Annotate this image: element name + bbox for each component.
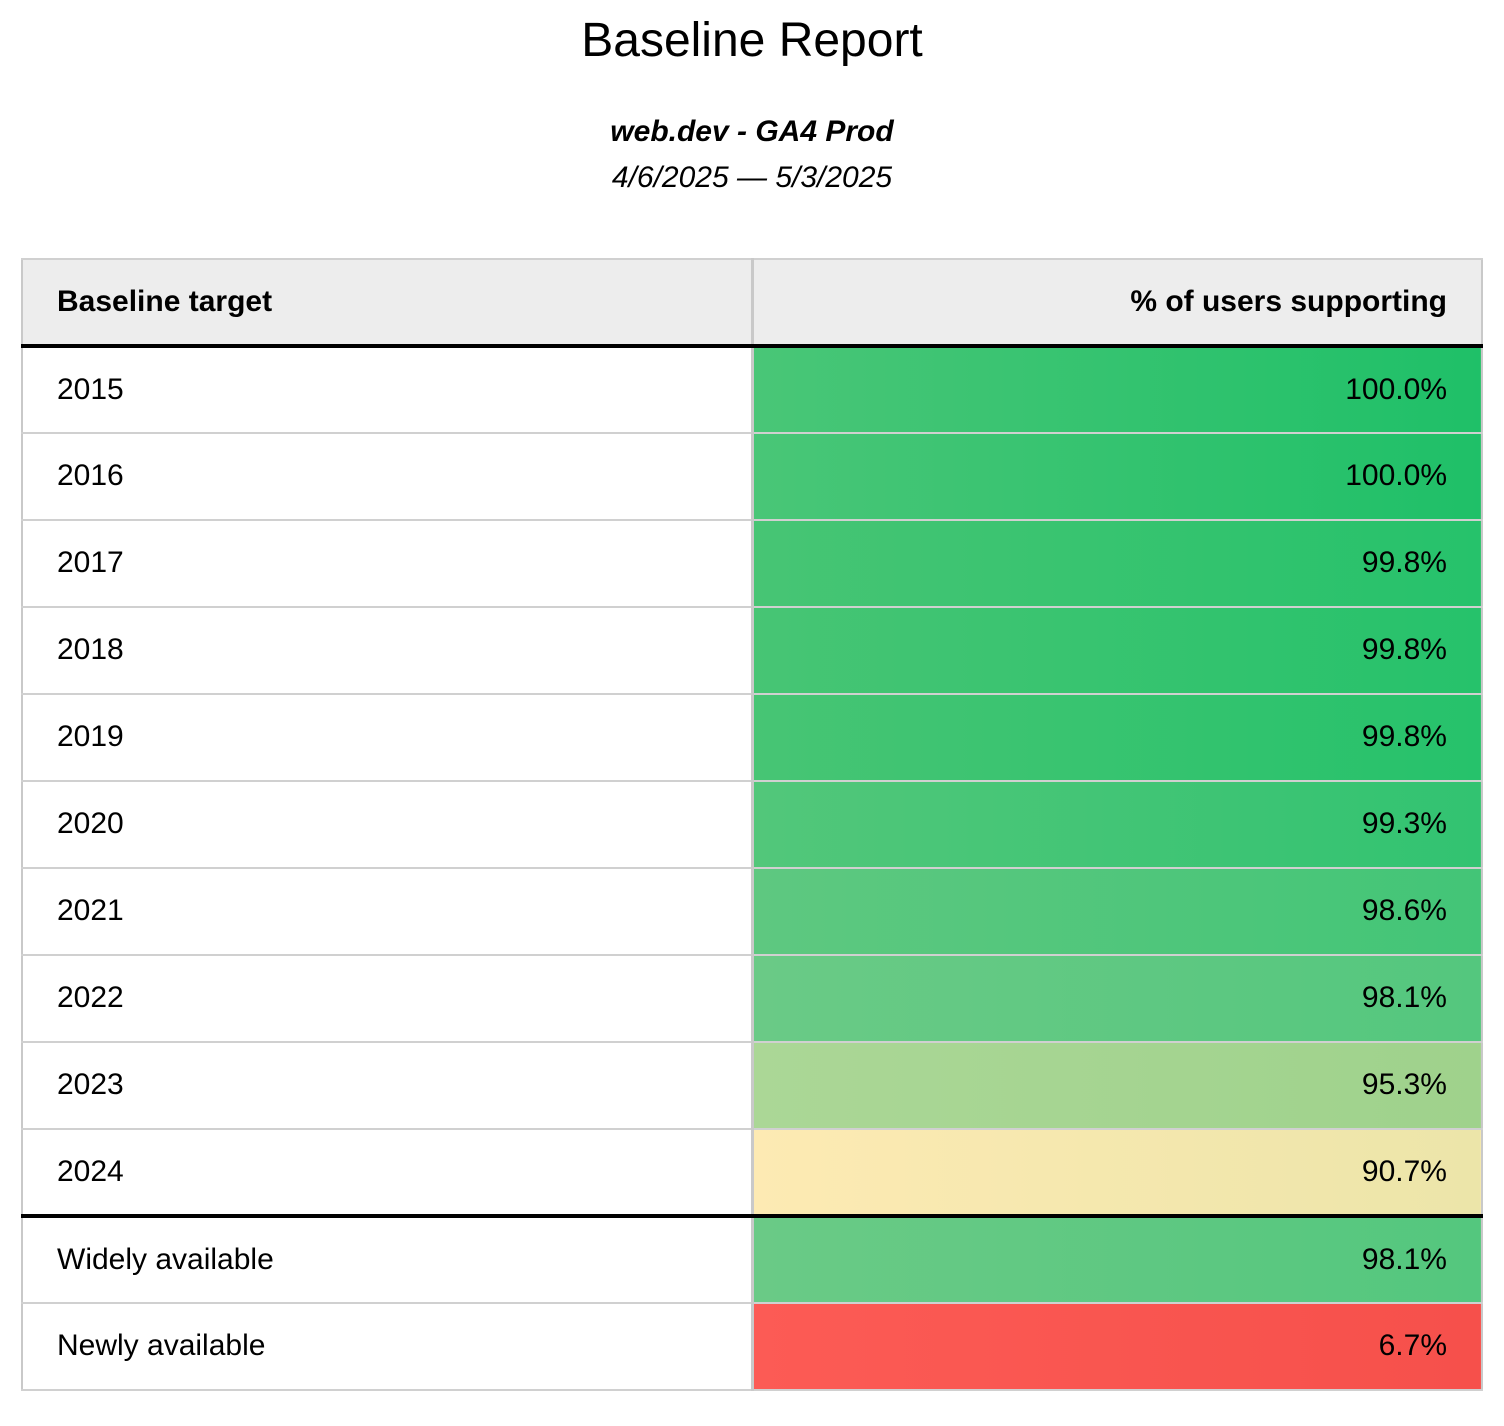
table-row: 2021 98.6% [22,866,1482,956]
table-row: 2024 90.7% [22,1127,1482,1217]
percent-users-cell: 99.3% [752,779,1482,869]
table-row: 2015 100.0% [22,344,1482,434]
percent-users-cell: 95.3% [752,1040,1482,1130]
percent-users-cell: 99.8% [752,518,1482,608]
baseline-target-cell: 2023 [22,1040,754,1130]
report-date-range: 4/6/2025 — 5/3/2025 [611,160,893,194]
baseline-target-cell: 2022 [22,953,754,1043]
table-row: Newly available 6.7% [22,1301,1482,1391]
table-row: 2020 99.3% [22,779,1482,869]
baseline-target-cell: 2018 [22,605,754,695]
baseline-target-cell: Newly available [22,1301,754,1391]
report-property-name: web.dev - GA4 Prod [610,114,894,148]
table-header-row: Baseline target % of users supporting [22,257,1482,348]
table-body: 2015 100.0% 2016 100.0% 2017 99.8% 2018 … [22,344,1482,1391]
baseline-report-table: Baseline target % of users supporting 20… [21,257,1483,1391]
baseline-target-cell: 2020 [22,779,754,869]
table-row: 2019 99.8% [22,692,1482,782]
table-row: 2023 95.3% [22,1040,1482,1130]
baseline-target-cell: 2019 [22,692,754,782]
table-row: 2016 100.0% [22,431,1482,521]
report-header: Baseline Report web.dev - GA4 Prod 4/6/2… [0,0,1504,196]
table-row: Widely available 98.1% [22,1213,1482,1304]
column-header-baseline-target: Baseline target [22,257,754,348]
table-row: 2018 99.8% [22,605,1482,695]
baseline-target-cell: Widely available [22,1213,754,1304]
percent-users-cell: 99.8% [752,692,1482,782]
baseline-target-cell: 2024 [22,1127,754,1217]
percent-users-cell: 6.7% [752,1301,1482,1391]
percent-users-cell: 99.8% [752,605,1482,695]
percent-users-cell: 100.0% [752,344,1482,434]
baseline-target-cell: 2016 [22,431,754,521]
table-row: 2017 99.8% [22,518,1482,608]
column-header-percent-users-supporting: % of users supporting [752,257,1482,348]
page-title: Baseline Report [581,14,923,67]
percent-users-cell: 90.7% [752,1127,1482,1217]
percent-users-cell: 100.0% [752,431,1482,521]
baseline-target-cell: 2021 [22,866,754,956]
baseline-target-cell: 2017 [22,518,754,608]
percent-users-cell: 98.1% [752,953,1482,1043]
percent-users-cell: 98.1% [752,1213,1482,1304]
percent-users-cell: 98.6% [752,866,1482,956]
table-row: 2022 98.1% [22,953,1482,1043]
baseline-target-cell: 2015 [22,344,754,434]
